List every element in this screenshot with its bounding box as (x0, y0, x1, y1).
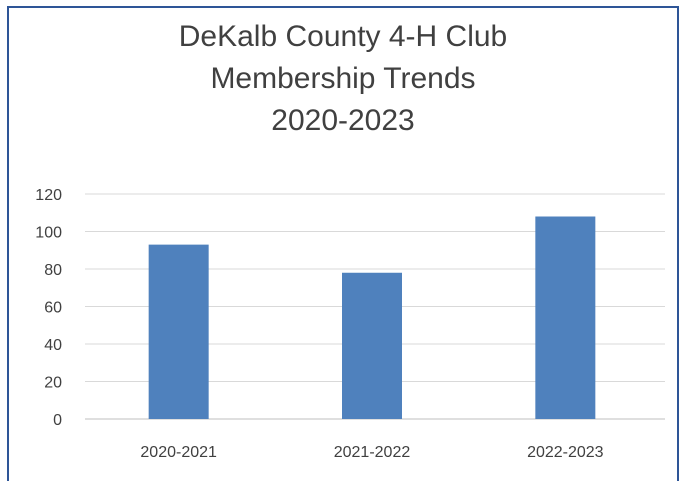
y-tick-label: 0 (53, 412, 62, 429)
y-tick-label: 80 (44, 262, 62, 279)
y-axis-tick-labels: 0 20 40 60 80 100 120 (35, 187, 62, 429)
chart-title-line-1: DeKalb County 4-H Club (178, 20, 508, 53)
x-tick-label: 2022-2023 (527, 444, 604, 461)
y-tick-label: 40 (44, 337, 62, 354)
chart-title-line-3: 2020-2023 (271, 104, 415, 137)
y-tick-label: 20 (44, 375, 62, 392)
y-tick-label: 120 (35, 187, 62, 204)
bar-2021-2022 (342, 272, 402, 419)
x-tick-label: 2021-2022 (334, 444, 411, 461)
bar-2022-2023 (535, 216, 596, 419)
bars (148, 216, 596, 419)
y-tick-label: 100 (35, 225, 62, 242)
chart-title: DeKalb County 4-H Club Membership Trends… (0, 16, 686, 142)
bar-2020-2021 (148, 244, 209, 419)
y-tick-label: 60 (44, 300, 62, 317)
chart-title-line-2: Membership Trends (210, 62, 476, 95)
x-axis-tick-labels: 2020-2021 2021-2022 2022-2023 (140, 444, 603, 461)
x-tick-label: 2020-2021 (140, 444, 217, 461)
